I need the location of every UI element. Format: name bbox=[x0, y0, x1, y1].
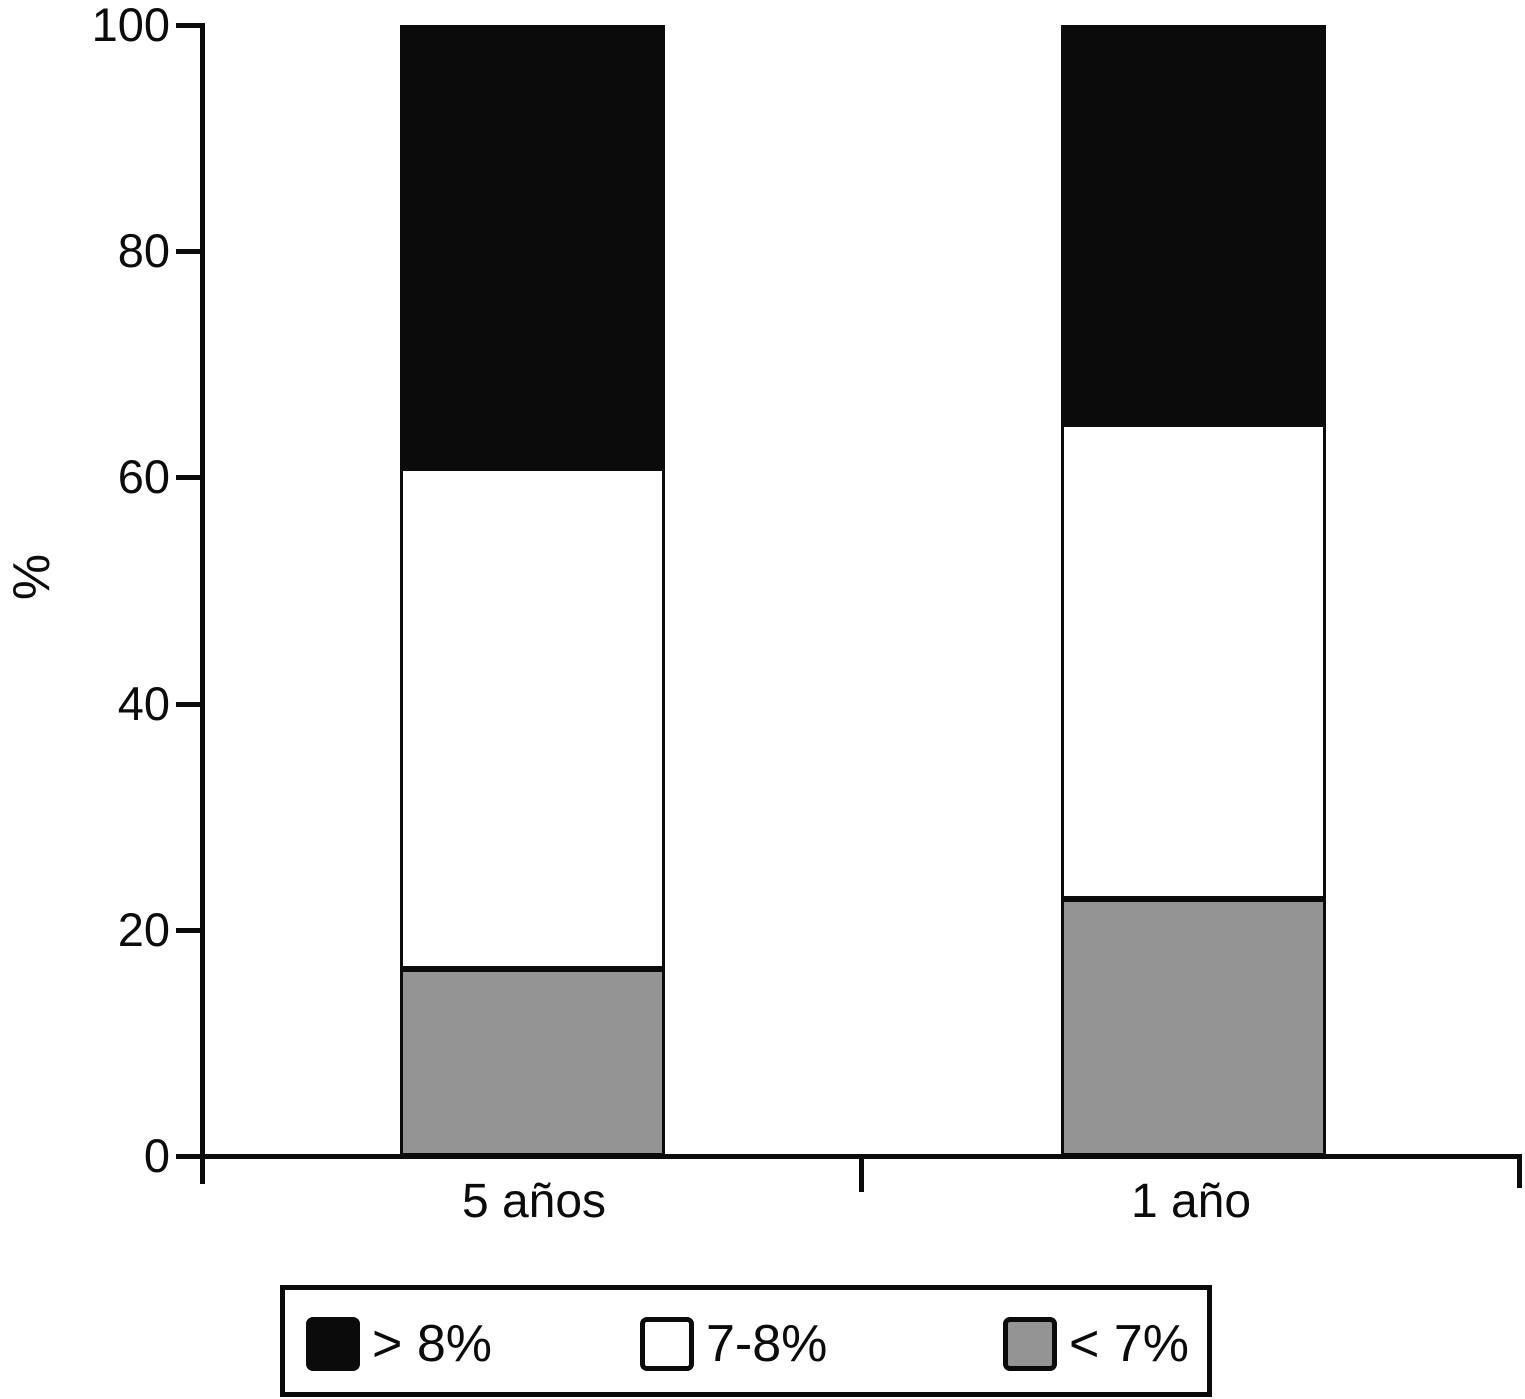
x-axis-tick bbox=[859, 1154, 864, 1192]
y-tick-label: 80 bbox=[117, 224, 170, 278]
legend-label: < 7% bbox=[1069, 1315, 1189, 1373]
bar-segment bbox=[1061, 899, 1326, 1156]
legend-label: > 8% bbox=[372, 1315, 492, 1373]
legend-swatch bbox=[640, 1317, 694, 1371]
y-tick bbox=[176, 1154, 200, 1159]
legend-swatch bbox=[1003, 1317, 1057, 1371]
y-tick bbox=[176, 475, 200, 481]
legend-item: < 7% bbox=[1003, 1316, 1189, 1372]
legend-item: > 8% bbox=[306, 1316, 492, 1372]
legend-item: 7-8% bbox=[640, 1316, 827, 1372]
legend-box: > 8% 7-8% < 7% bbox=[280, 1285, 1212, 1397]
legend-swatch bbox=[306, 1317, 360, 1371]
y-axis-title: % bbox=[3, 553, 61, 601]
bar-segment bbox=[400, 468, 665, 970]
bar-segment bbox=[400, 969, 665, 1156]
bar-1 bbox=[400, 25, 665, 1156]
y-tick-label: 40 bbox=[117, 676, 170, 730]
bar-segment bbox=[400, 25, 665, 469]
y-tick-label: 100 bbox=[91, 0, 170, 51]
x-category-label: 1 año bbox=[1130, 1175, 1252, 1228]
y-axis-line bbox=[200, 23, 205, 1184]
y-tick-label: 20 bbox=[117, 902, 170, 956]
y-tick bbox=[176, 701, 200, 707]
bar-2 bbox=[1061, 25, 1326, 1156]
bar-segment bbox=[1061, 25, 1326, 425]
bar-segment bbox=[1061, 424, 1326, 900]
legend-label: 7-8% bbox=[706, 1315, 828, 1373]
x-category-label: 5 años bbox=[461, 1175, 607, 1228]
x-axis-tick bbox=[1517, 1154, 1522, 1188]
y-tick-label: 0 bbox=[143, 1129, 170, 1182]
y-tick bbox=[176, 23, 200, 28]
y-tick bbox=[176, 927, 200, 933]
y-tick-label: 60 bbox=[117, 450, 170, 504]
y-tick bbox=[176, 249, 200, 255]
